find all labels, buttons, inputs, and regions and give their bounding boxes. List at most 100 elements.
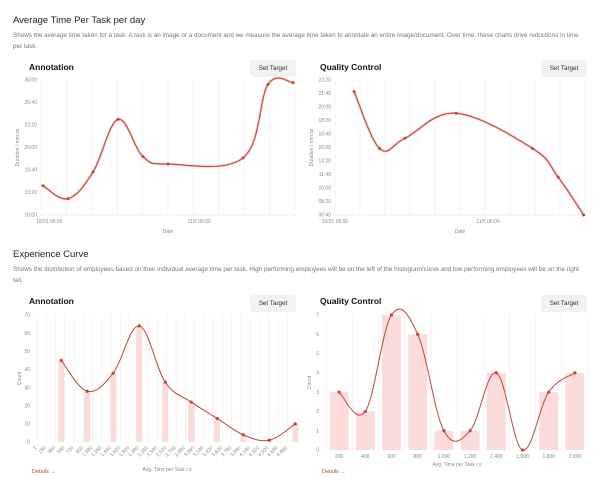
- x-tick-label: 1,800: [542, 454, 555, 460]
- data-point: [547, 390, 551, 394]
- histogram-bar: [84, 391, 91, 442]
- x-tick-label: 180: [38, 445, 48, 455]
- data-point: [468, 429, 472, 433]
- data-point: [59, 358, 63, 362]
- y-tick-label: 10:00: [24, 213, 37, 219]
- x-tick-label: 2,000: [569, 454, 582, 460]
- data-point: [241, 156, 245, 160]
- data-point: [531, 146, 535, 150]
- histogram-bar: [408, 334, 428, 450]
- y-tick-label: 11:40: [319, 172, 331, 178]
- data-point: [389, 313, 394, 317]
- series-line: [353, 91, 585, 216]
- card-title-qc-hist: Quality Control: [320, 296, 382, 306]
- histogram-bar: [355, 411, 375, 450]
- y-tick-label: 16:40: [24, 168, 37, 174]
- histogram-bar: [434, 430, 454, 450]
- y-tick-label: 13:20: [24, 190, 37, 196]
- data-point: [442, 429, 446, 433]
- card-title-annotation-time: Annotation: [29, 62, 74, 72]
- data-point: [293, 422, 297, 426]
- section-description-avg-time: Shows the average time taken for a task.…: [13, 32, 579, 50]
- y-tick-label: 10: [24, 422, 30, 428]
- x-tick-label: 360: [47, 445, 57, 455]
- section-title-avg-time: Average Time Per Task per day: [13, 15, 146, 26]
- data-point: [166, 162, 170, 166]
- y-tick-label: 10:00: [318, 186, 331, 192]
- details-link-annotation[interactable]: Details →: [32, 469, 56, 475]
- x-axis-title: Date: [455, 229, 466, 235]
- data-point: [573, 371, 577, 375]
- y-tick-label: 40: [24, 367, 30, 373]
- histogram-bar: [382, 315, 401, 450]
- y-tick-label: 08:20: [318, 199, 331, 205]
- data-point: [337, 390, 341, 394]
- y-tick-label: 70: [24, 313, 30, 319]
- data-point: [352, 90, 356, 94]
- y-tick-label: 21:40: [318, 91, 331, 97]
- histogram-bar: [539, 392, 559, 450]
- histogram-bar: [136, 325, 143, 442]
- histogram-bar: [486, 372, 506, 450]
- details-link-qc[interactable]: Details →: [322, 469, 346, 475]
- data-point: [266, 82, 270, 86]
- y-tick-label: 60: [24, 331, 30, 337]
- histogram-bar: [292, 423, 299, 442]
- y-tick-label: 0: [27, 440, 30, 446]
- data-point: [137, 324, 141, 328]
- data-point: [91, 170, 95, 174]
- data-point: [291, 81, 295, 85]
- histogram-bar: [240, 434, 247, 442]
- x-tick-label: 11/5 06:00: [188, 219, 211, 225]
- histogram-bar: [110, 373, 117, 442]
- histogram-bar: [329, 392, 349, 450]
- y-tick-label: 2: [316, 409, 319, 415]
- histogram-bar: [58, 360, 65, 442]
- data-point: [215, 416, 219, 421]
- data-point: [520, 448, 525, 452]
- y-tick-label: 5: [316, 351, 319, 357]
- set-target-button-annotation-hist[interactable]: Set Target: [250, 295, 296, 312]
- x-tick-label: 10/31 06:00: [322, 219, 349, 225]
- data-point: [241, 433, 245, 437]
- x-tick-label: 4,860: [276, 445, 289, 458]
- histogram-bar: [188, 402, 195, 442]
- x-tick-label: 1,200: [464, 454, 477, 460]
- data-point: [454, 111, 458, 115]
- y-tick-label: 20: [24, 403, 30, 409]
- x-axis-title: Date: [163, 229, 174, 235]
- data-point: [378, 146, 382, 150]
- y-tick-label: 23:20: [318, 78, 331, 84]
- section-description-experience-curve: Shows the distribution of employees base…: [13, 266, 579, 284]
- series-line: [42, 77, 294, 200]
- y-tick-label: 4: [316, 371, 319, 377]
- y-tick-label: 1: [316, 428, 319, 434]
- set-target-button-qc-hist[interactable]: Set Target: [541, 295, 587, 312]
- histogram-bar: [565, 372, 585, 450]
- data-point: [556, 175, 560, 179]
- y-axis-title: Count: [17, 371, 23, 385]
- y-tick-label: 30:00: [24, 78, 37, 84]
- card-title-qc-time: Quality Control: [320, 62, 382, 72]
- x-axis-title: Avg. Time per Task / s: [142, 467, 192, 473]
- set-target-button-annotation-time[interactable]: Set Target: [250, 60, 296, 77]
- x-tick-label: 400: [361, 454, 370, 460]
- x-tick-label: 1: [32, 445, 38, 451]
- y-tick-label: 30: [24, 385, 30, 391]
- x-tick-label: 600: [387, 454, 396, 460]
- histogram-bar: [162, 382, 169, 442]
- set-target-button-qc-time[interactable]: Set Target: [541, 60, 587, 77]
- series-line: [338, 308, 576, 451]
- y-axis-title: Duration / mm:ss: [15, 128, 21, 166]
- data-point: [267, 438, 271, 442]
- data-point: [582, 213, 586, 217]
- series-line: [60, 325, 296, 442]
- data-point: [189, 400, 193, 404]
- y-tick-label: 06:40: [318, 213, 331, 219]
- y-tick-label: 20:00: [318, 105, 331, 111]
- x-tick-label: 1,000: [438, 454, 451, 460]
- data-point: [111, 371, 115, 375]
- y-tick-label: 18:20: [318, 118, 331, 124]
- y-tick-label: 20:00: [24, 145, 37, 151]
